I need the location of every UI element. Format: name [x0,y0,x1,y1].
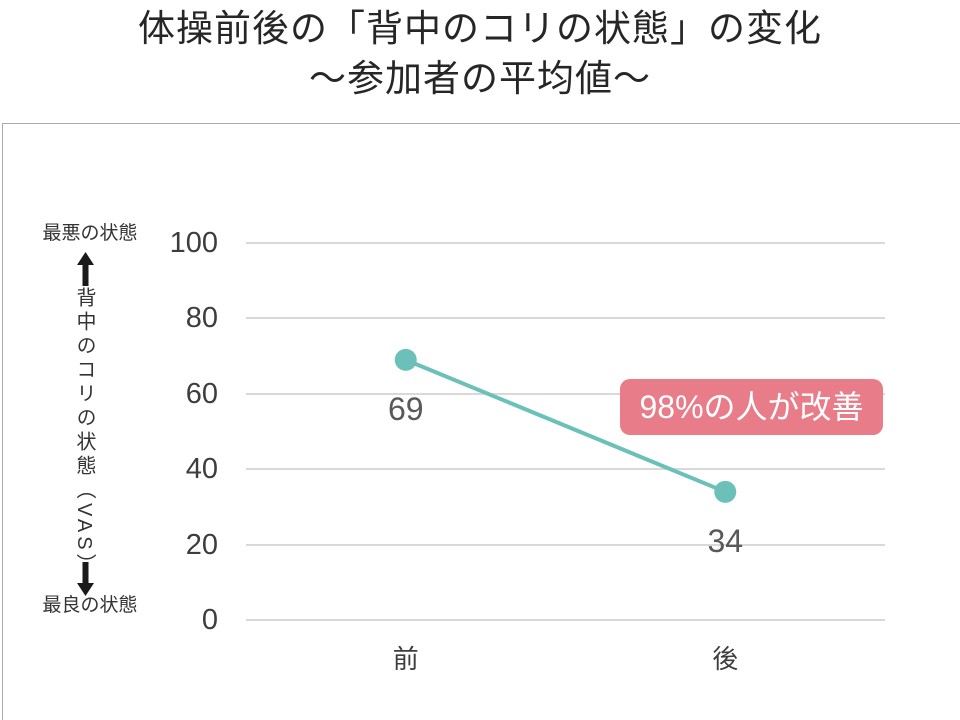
down-arrow-icon [77,562,94,601]
chart-title-line1: 体操前後の「背中のコリの状態」の変化 [138,8,822,49]
improvement-annotation-badge: 98%の人が改善 [620,379,883,435]
x-category-label-before: 前 [392,644,419,674]
y-axis-max-annotation: 最悪の状態 [42,223,138,244]
chart-title-line2: ～参加者の平均値～ [309,58,651,99]
up-arrow-icon [77,252,94,291]
y-tick-label: 80 [185,302,218,335]
chart-title: 体操前後の「背中のコリの状態」の変化 ～参加者の平均値～ [0,4,960,104]
gridline [246,317,885,320]
gridline [246,543,885,546]
y-tick-label: 60 [185,377,218,410]
data-label-after: 34 [707,522,744,559]
gridline [246,468,885,471]
y-tick-label: 20 [185,528,218,561]
y-tick-label: 0 [201,604,218,636]
y-axis-min-annotation: 最良の状態 [42,595,138,616]
y-tick-label: 100 [169,227,218,259]
gridline [246,242,885,244]
x-category-label-after: 後 [712,644,739,674]
gridline [246,619,885,621]
y-axis-title: 背中のコリの状態（VAS） [73,287,95,578]
y-tick-label: 40 [185,453,218,486]
data-label-before: 69 [387,390,424,427]
